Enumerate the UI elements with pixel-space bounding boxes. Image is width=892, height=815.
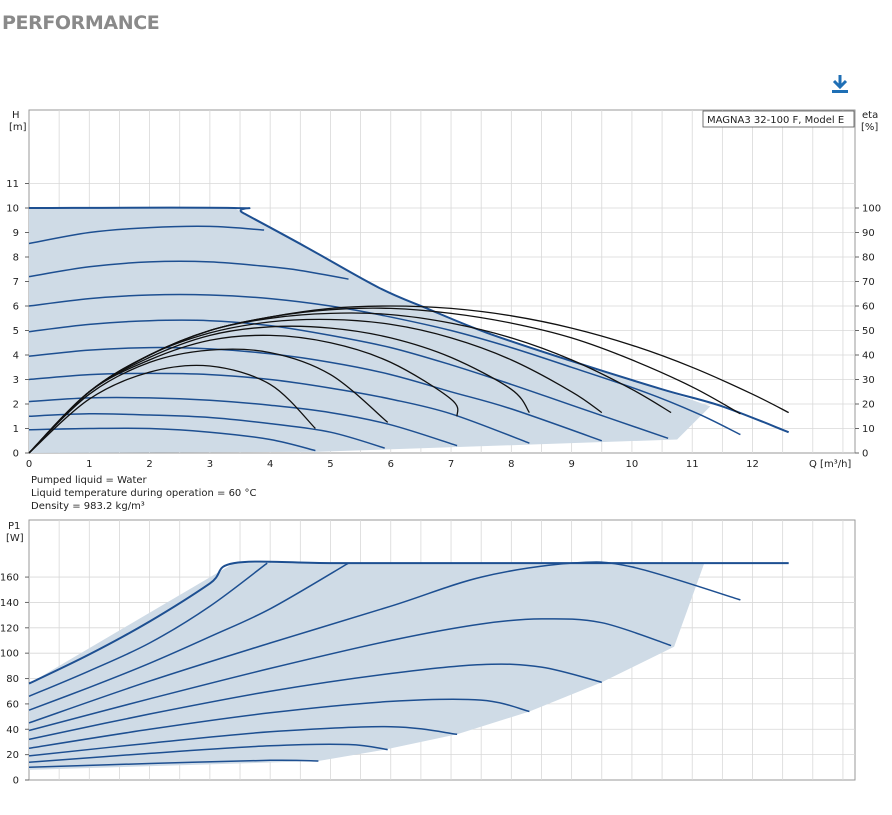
y-tick-label: 4 xyxy=(13,351,19,362)
efficiency-axis-label: eta xyxy=(862,110,878,121)
y2-tick-label: 80 xyxy=(862,253,875,264)
speed-curve-4 xyxy=(28,618,672,732)
power-axis-unit: [W] xyxy=(6,533,24,544)
speed-curve-1 xyxy=(28,225,265,245)
legend-box xyxy=(702,110,855,128)
y2-tick-label: 20 xyxy=(862,400,875,411)
efficiency-curve-7 xyxy=(28,348,389,454)
y2-tick-label: 50 xyxy=(862,326,875,337)
y-tick-label: 2 xyxy=(13,400,19,411)
y-tick-label: 7 xyxy=(13,277,19,288)
speed-curve-8 xyxy=(28,743,388,763)
y-tick-label: 3 xyxy=(13,375,19,386)
speed-curve-5 xyxy=(28,346,603,442)
download-icon xyxy=(832,75,848,93)
speed-curve-9 xyxy=(28,759,319,769)
page-title: PERFORMANCE xyxy=(2,12,160,34)
speed-curve-1 xyxy=(28,562,268,697)
head-axis-unit: [m] xyxy=(9,122,27,133)
y-tick-label: 5 xyxy=(13,326,19,337)
speed-curve-7 xyxy=(28,396,458,447)
y2-tick-label: 60 xyxy=(862,302,875,313)
y-tick-label: 160 xyxy=(0,573,19,584)
y-tick-label: 140 xyxy=(0,598,19,609)
speed-curve-3 xyxy=(28,293,741,436)
y-tick-label: 80 xyxy=(6,674,19,685)
power-chart: 0 20 40 60 80 100 120 140 160 P1 [W] xyxy=(0,519,856,787)
y-tick-label: 0 xyxy=(13,776,19,787)
pumped-liquid-note: Pumped liquid = Water xyxy=(31,475,147,486)
y-tick-label: 60 xyxy=(6,699,19,710)
y-tick-label: 40 xyxy=(6,725,19,736)
y2-tick-label: 40 xyxy=(862,351,875,362)
efficiency-axis-unit: [%] xyxy=(861,122,878,133)
x-tick-label: 11 xyxy=(686,459,699,470)
y-tick-label: 6 xyxy=(13,302,19,313)
x-tick-label: 10 xyxy=(626,459,639,470)
x-tick-label: 8 xyxy=(508,459,514,470)
power-curves xyxy=(28,560,789,769)
speed-curve-6 xyxy=(28,698,530,750)
efficiency-curves xyxy=(28,305,789,454)
x-tick-label: 7 xyxy=(448,459,454,470)
y-tick-label: 9 xyxy=(13,228,19,239)
y2-tick-label: 10 xyxy=(862,424,875,435)
speed-curve-8 xyxy=(28,413,385,449)
power-axis-label: P1 xyxy=(8,521,20,532)
max-curve xyxy=(28,560,789,685)
x-tick-label: 6 xyxy=(388,459,394,470)
x-tick-label: 3 xyxy=(207,459,213,470)
y2-tick-label: 90 xyxy=(862,228,875,239)
x-tick-label: 12 xyxy=(746,459,759,470)
y2-tick-label: 0 xyxy=(862,449,868,460)
download-button[interactable] xyxy=(828,72,852,96)
speed-curve-6 xyxy=(28,372,530,444)
efficiency-curve-6 xyxy=(28,334,459,454)
x-tick-label: 4 xyxy=(267,459,273,470)
liquid-temperature-note: Liquid temperature during operation = 60… xyxy=(31,488,257,499)
speed-curve-2 xyxy=(28,562,349,711)
y-tick-label: 0 xyxy=(13,449,19,460)
speed-curve-3 xyxy=(28,561,741,724)
power-ticks: 0 20 40 60 80 100 120 140 160 xyxy=(0,573,29,787)
x-tick-label: 5 xyxy=(327,459,333,470)
y-tick-label: 100 xyxy=(0,649,19,660)
y2-tick-label: 100 xyxy=(862,204,881,215)
y-tick-label: 10 xyxy=(6,204,19,215)
x-tick-label: 2 xyxy=(146,459,152,470)
efficiency-curve-8 xyxy=(28,364,316,454)
legend-entry: MAGNA3 32-100 F, Model E xyxy=(707,115,844,126)
head-curves xyxy=(28,206,790,452)
y-tick-label: 20 xyxy=(6,750,19,761)
x-tick-label: 1 xyxy=(86,459,92,470)
speed-curve-5 xyxy=(28,663,602,741)
speed-curve-2 xyxy=(28,260,349,280)
y-tick-label: 8 xyxy=(13,253,19,264)
flow-axis-label: Q [m³/h] xyxy=(809,459,851,470)
density-note: Density = 983.2 kg/m³ xyxy=(31,501,145,512)
y2-tick-label: 70 xyxy=(862,277,875,288)
y-tick-label: 11 xyxy=(6,179,19,190)
x-tick-label: 9 xyxy=(568,459,574,470)
y2-tick-label: 30 xyxy=(862,375,875,386)
head-operating-area xyxy=(29,208,711,453)
y-tick-label: 120 xyxy=(0,623,19,634)
head-axis-label: H xyxy=(12,110,20,121)
max-curve xyxy=(28,206,790,434)
speed-curve-7 xyxy=(28,725,458,757)
efficiency-curve-4 xyxy=(28,318,603,454)
speed-curve-9 xyxy=(28,427,316,452)
y-tick-label: 1 xyxy=(13,424,19,435)
speed-curve-4 xyxy=(28,319,669,440)
x-tick-label: 0 xyxy=(26,459,32,470)
